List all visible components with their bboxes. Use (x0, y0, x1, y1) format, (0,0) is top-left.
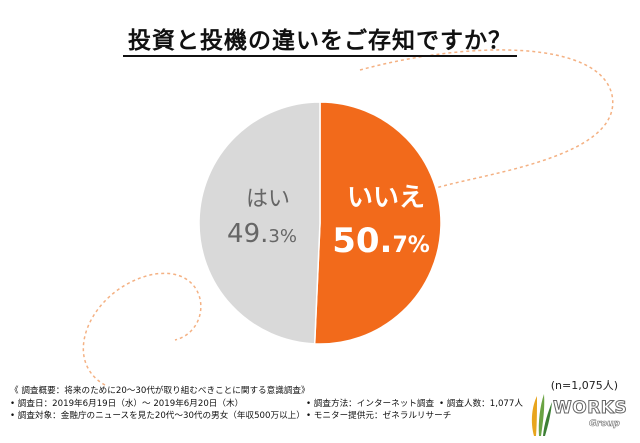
notes-target: • 調査対象：金融庁のニュースを見た20代～30代の男女（年収500万以上） (10, 411, 305, 421)
title-underline (123, 55, 517, 57)
slice-value-iie-minor: 7% (392, 233, 429, 258)
notes-provider: • モニター提供元：ゼネラルリサーチ (306, 411, 452, 421)
sample-size: (n=1,075人) (550, 379, 618, 392)
notes-method: • 調査方法：インターネット調査 (306, 398, 435, 409)
notes-date: • 調査日：2019年6月19日（水）～ 2019年6月20日（木） (10, 398, 244, 409)
logo-sub: Group (589, 419, 620, 430)
slice-value-hai: 49.3% (227, 219, 297, 249)
pie-slice-iie (313, 101, 442, 345)
slice-value-iie: 50.7% (332, 221, 430, 261)
works-group-logo: WORKS Group (528, 392, 636, 438)
chart-title: 投資と投機の違いをご存知ですか？ (128, 28, 512, 54)
logo-text: WORKS (552, 398, 628, 419)
logo-leaf-icon (531, 394, 552, 436)
slice-label-iie: いいえ (347, 183, 425, 213)
notes-heading: 《 調査概要：将来のために20～30代が取り組むべきことに関する意識調査》 (10, 386, 310, 396)
notes-respondents: • 調査人数：1,077人 (439, 398, 523, 409)
slice-label-hai: はい (246, 187, 290, 212)
pie-slice-hai (198, 101, 321, 345)
slice-value-hai-minor: 3% (268, 226, 297, 247)
survey-notes: 《 調査概要：将来のために20～30代が取り組むべきことに関する意識調査》 • … (10, 385, 523, 423)
slice-value-iie-major: 50. (332, 221, 392, 261)
slice-value-hai-major: 49. (227, 219, 268, 249)
